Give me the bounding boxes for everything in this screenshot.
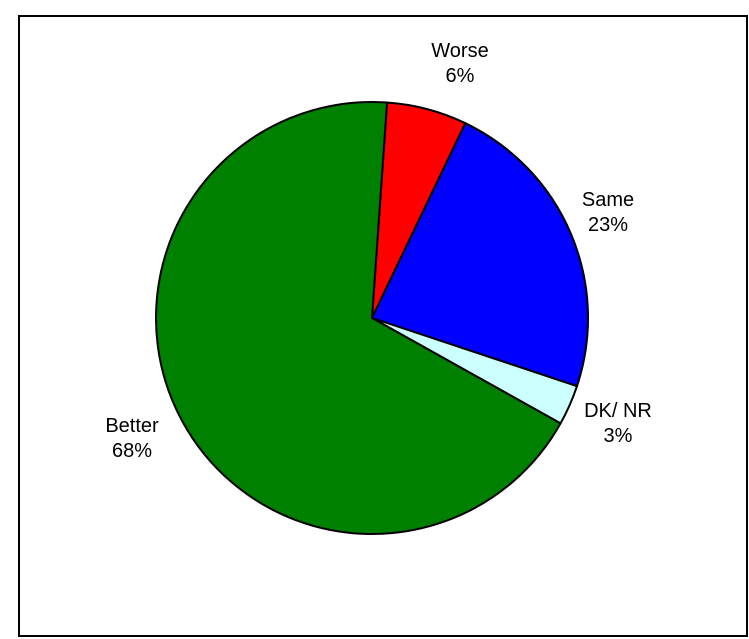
pie-labels: Worse 6% Same 23% DK/ NR 3% Better 68% [105, 40, 652, 462]
slice-label-same: Same 23% [582, 189, 634, 236]
slice-label-name: Same [582, 189, 634, 211]
slice-label-percent: 68% [112, 440, 152, 462]
slice-label-percent: 6% [446, 65, 475, 87]
pie-slice-better [155, 101, 562, 535]
slice-label-percent: 23% [588, 214, 628, 236]
slice-label-name: Better [105, 415, 159, 437]
pie-slices [155, 101, 589, 535]
pie-slice-same [371, 122, 589, 388]
slice-label-name: DK/ NR [584, 400, 652, 422]
slice-label-dk-nr: DK/ NR 3% [584, 400, 652, 447]
slice-label-percent: 3% [604, 425, 633, 447]
slice-label-better: Better 68% [105, 415, 159, 462]
slice-label-name: Worse [431, 40, 488, 62]
slice-label-worse: Worse 6% [431, 40, 488, 87]
